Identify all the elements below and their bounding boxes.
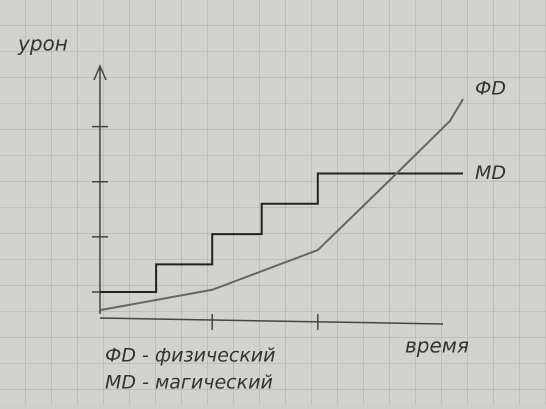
legend-line: MD - магический (105, 372, 273, 394)
y-axis-label: урон (17, 32, 68, 56)
series-line (99, 98, 464, 312)
x-axis-label: время (405, 334, 469, 358)
series-label: ФD (475, 78, 506, 100)
y-axis-arrow (93, 64, 107, 81)
series-line (100, 172, 463, 293)
series-label: MD (475, 162, 506, 184)
legend-line: ФD - физический (105, 345, 276, 367)
x-axis (99, 317, 444, 325)
